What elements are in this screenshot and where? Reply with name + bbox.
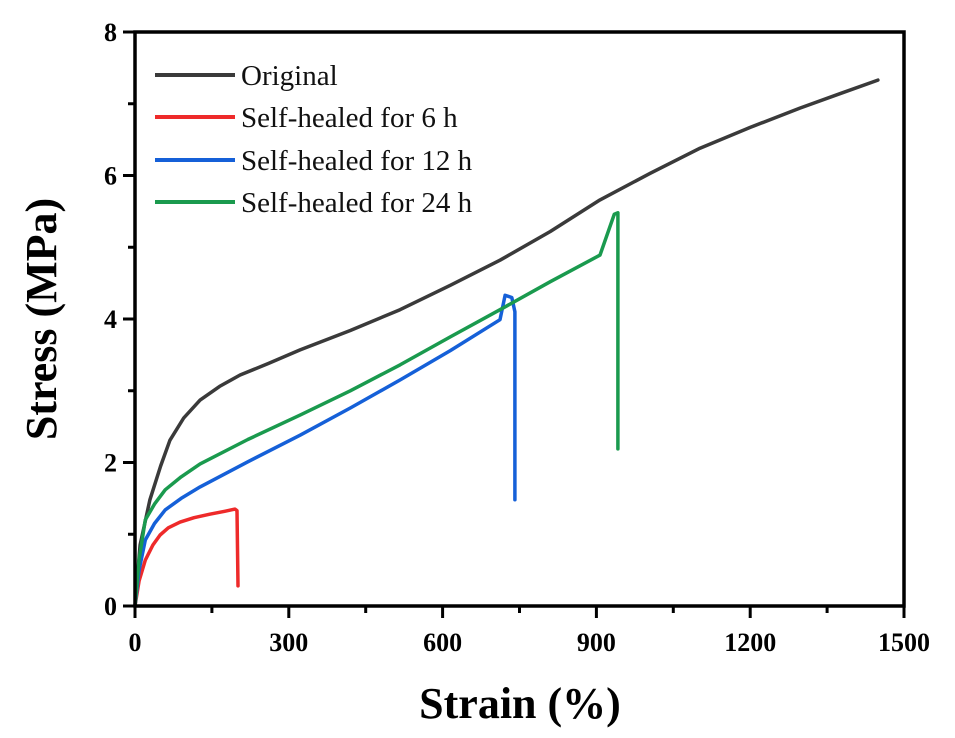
ticks: 0 300 600 900 1200 1500 0 2 4 6 8 — [104, 18, 930, 657]
legend: Original Self-healed for 6 h Self-healed… — [155, 60, 473, 219]
legend-label-24h: Self-healed for 24 h — [241, 187, 473, 219]
x-tick-label: 600 — [423, 628, 462, 657]
legend-label-6h: Self-healed for 6 h — [241, 102, 458, 134]
legend-label-original: Original — [241, 60, 338, 92]
series-line-self-healed-6h — [133, 507, 240, 608]
legend-label-12h: Self-healed for 12 h — [241, 145, 473, 177]
x-tick-label: 0 — [129, 628, 142, 657]
series-line-self-healed-24h — [133, 211, 620, 608]
y-tick-label: 6 — [104, 162, 117, 191]
series-line-original — [133, 78, 880, 608]
x-tick-label: 1200 — [724, 628, 776, 657]
y-tick-label: 8 — [104, 18, 117, 47]
x-tick-label: 300 — [269, 628, 308, 657]
y-tick-label: 4 — [104, 305, 117, 334]
series-lines — [133, 78, 880, 608]
y-tick-label: 2 — [104, 449, 117, 478]
x-axis-title: Strain (%) — [419, 679, 621, 728]
series-line-self-healed-12h — [133, 293, 517, 608]
y-tick-label: 0 — [104, 592, 117, 621]
x-tick-label: 900 — [577, 628, 616, 657]
y-axis-title: Stress (MPa) — [17, 198, 66, 440]
x-tick-label: 1500 — [878, 628, 930, 657]
